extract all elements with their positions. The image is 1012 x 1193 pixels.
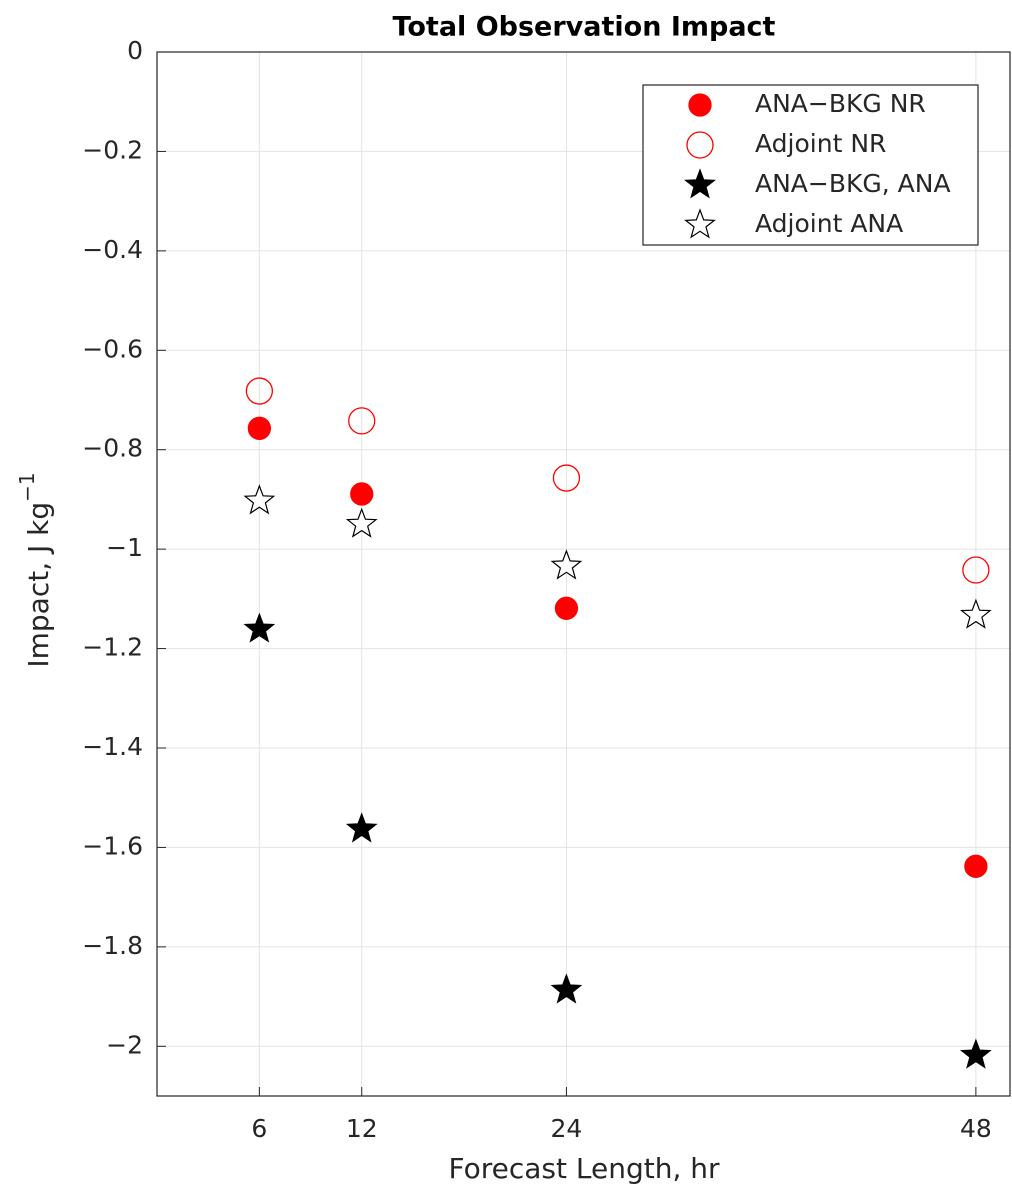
x-tick-label: 24 bbox=[551, 1114, 583, 1143]
y-tick-label: −0.6 bbox=[82, 334, 143, 363]
x-tick-label: 48 bbox=[960, 1114, 992, 1143]
y-axis-label-main: Impact, J kg bbox=[22, 502, 55, 668]
y-tick-label: −1.6 bbox=[82, 831, 143, 860]
data-point bbox=[247, 416, 272, 440]
y-axis-label: Impact, J kg−1 bbox=[15, 472, 56, 667]
data-point bbox=[345, 507, 378, 538]
plot-frame bbox=[156, 51, 1011, 1097]
y-tick-label: −0.2 bbox=[82, 135, 143, 164]
legend-marker bbox=[688, 93, 712, 117]
data-point bbox=[550, 549, 583, 580]
data-point bbox=[245, 377, 274, 405]
x-axis-label: Forecast Length, hr bbox=[448, 1152, 720, 1185]
data-point bbox=[243, 484, 276, 515]
legend-label: ANA−BKG, ANA bbox=[755, 169, 951, 198]
legend-label: Adjoint ANA bbox=[755, 209, 903, 238]
chart-title: Total Observation Impact bbox=[393, 12, 776, 43]
y-tick-label: −0.4 bbox=[82, 235, 143, 264]
data-point bbox=[552, 464, 581, 492]
data-point bbox=[962, 556, 990, 584]
x-tick-label: 12 bbox=[346, 1114, 378, 1143]
data-point bbox=[959, 598, 992, 629]
x-tick-label: 6 bbox=[251, 1114, 267, 1143]
y-tick-label: −1.2 bbox=[82, 633, 143, 662]
data-point bbox=[959, 1038, 992, 1069]
y-axis-label-sup: −1 bbox=[15, 472, 39, 501]
legend-label: Adjoint NR bbox=[755, 129, 886, 158]
y-tick-label: 0 bbox=[127, 36, 143, 65]
legend-marker bbox=[684, 208, 716, 239]
data-point bbox=[350, 482, 374, 506]
legend-marker bbox=[686, 131, 714, 159]
data-point bbox=[964, 854, 988, 878]
y-tick-label: −1 bbox=[106, 533, 143, 562]
legend: ANA−BKG NR Adjoint NR ANA−BKG, ANA Adjoint … bbox=[642, 84, 979, 246]
data-point bbox=[345, 812, 378, 843]
data-point bbox=[243, 612, 276, 643]
y-tick-label: −2 bbox=[106, 1030, 143, 1059]
data-point bbox=[550, 973, 583, 1004]
data-point bbox=[348, 407, 376, 435]
y-tick-label: −1.4 bbox=[82, 732, 143, 761]
y-tick-label: −1.8 bbox=[82, 931, 143, 960]
legend-label: ANA−BKG NR bbox=[755, 89, 926, 118]
y-tick-label: −0.8 bbox=[82, 434, 143, 463]
data-point bbox=[554, 596, 579, 620]
legend-marker bbox=[684, 168, 716, 199]
